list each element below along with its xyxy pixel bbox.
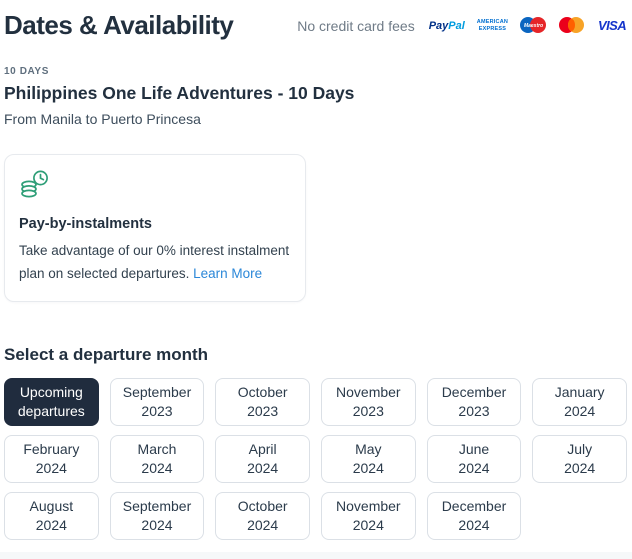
month-button-april-2024[interactable]: April 2024 (215, 434, 310, 483)
instalments-title: Pay-by-instalments (19, 216, 152, 232)
no-credit-card-fees-note: No credit card fees (297, 17, 415, 34)
month-button-december-2023[interactable]: December 2023 (426, 377, 522, 426)
header-right-group: No credit card fees PayPal AMERICAN EXPR… (297, 17, 628, 34)
month-button-september-2024[interactable]: September 2024 (109, 491, 205, 540)
paypal-icon: PayPal (428, 19, 465, 32)
month-button-february-2024[interactable]: February 2024 (4, 434, 99, 483)
instalments-body: Take advantage of our 0% interest instal… (19, 243, 290, 281)
departure-month-heading: Select a departure month (4, 344, 209, 364)
departure-month-grid: Upcoming departures September 2023 October… (4, 377, 628, 540)
month-button-may-2024[interactable]: May 2024 (320, 434, 416, 483)
coin-clock-icon (21, 170, 48, 198)
mastercard-icon (559, 17, 586, 34)
month-button-november-2023[interactable]: November 2023 (320, 377, 416, 426)
pay-by-instalments-card: Pay-by-instalments Take advantage of our… (4, 154, 306, 302)
trip-title: Philippines One Life Adventures - 10 Day… (4, 83, 355, 103)
month-button-july-2024[interactable]: July 2024 (532, 434, 627, 483)
page-title: Dates & Availability (4, 10, 234, 40)
month-button-june-2024[interactable]: June 2024 (426, 434, 522, 483)
month-button-march-2024[interactable]: March 2024 (109, 434, 205, 483)
month-button-august-2024[interactable]: August 2024 (4, 491, 99, 540)
month-button-december-2024[interactable]: December 2024 (426, 491, 522, 540)
maestro-icon: Maestro (520, 17, 547, 34)
trip-duration-label: 10 DAYS (4, 66, 49, 77)
visa-icon: VISA (598, 18, 627, 33)
next-section-edge (0, 552, 632, 559)
month-button-november-2024[interactable]: November 2024 (320, 491, 416, 540)
month-button-september-2023[interactable]: September 2023 (109, 377, 205, 426)
month-button-upcoming-departures[interactable]: Upcoming departures (4, 377, 99, 426)
page-header: Dates & Availability No credit card fees… (4, 10, 628, 41)
payment-methods-row: PayPal AMERICAN EXPRESS Maestro VISA (428, 17, 627, 34)
month-button-january-2024[interactable]: January 2024 (532, 377, 627, 426)
american-express-icon: AMERICAN EXPRESS (476, 19, 509, 32)
trip-summary: 10 DAYS Philippines One Life Adventures … (4, 66, 628, 127)
month-button-october-2023[interactable]: October 2023 (215, 377, 310, 426)
trip-route: From Manila to Puerto Princesa (4, 111, 201, 127)
learn-more-link[interactable]: Learn More (193, 265, 263, 281)
month-button-october-2024[interactable]: October 2024 (215, 491, 310, 540)
